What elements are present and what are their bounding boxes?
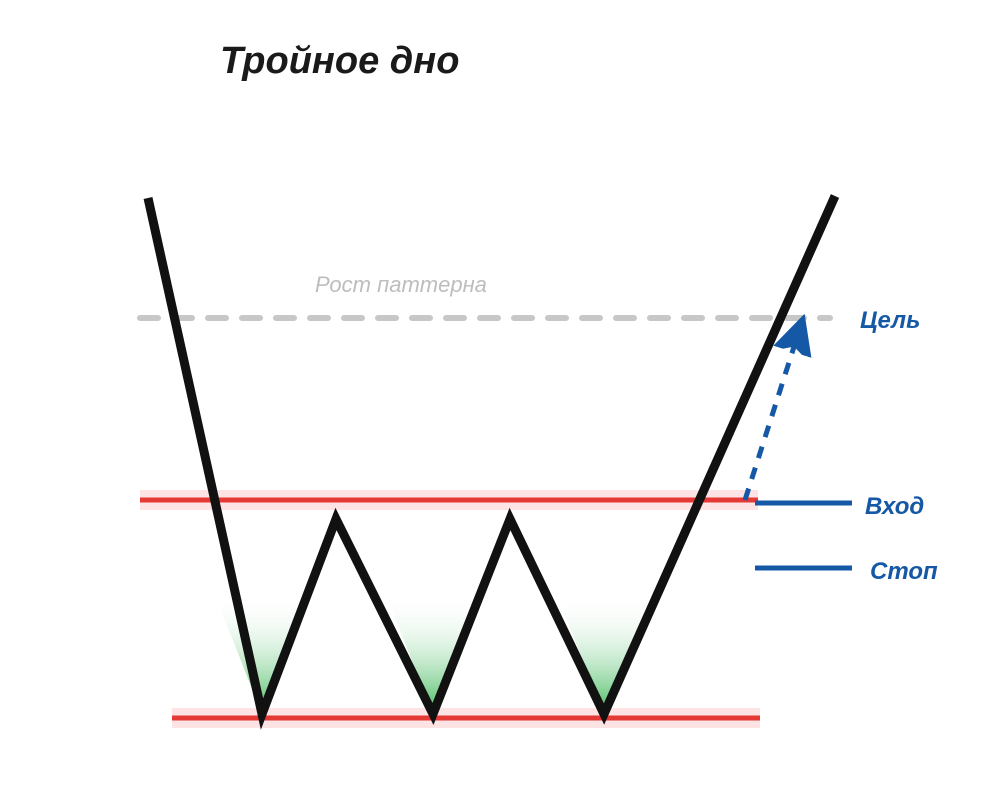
target-arrow: [745, 328, 800, 500]
triple-bottom-diagram: [0, 0, 1000, 800]
